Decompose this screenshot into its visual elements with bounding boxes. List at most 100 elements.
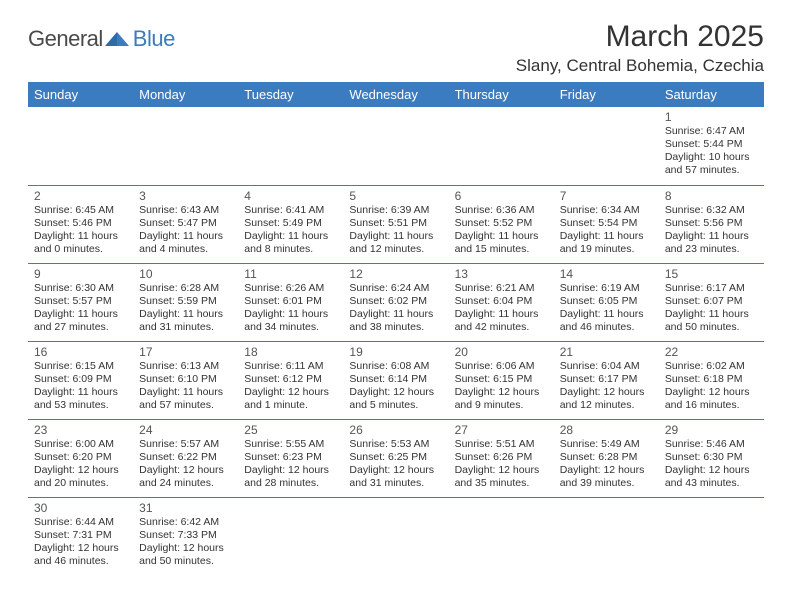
location: Slany, Central Bohemia, Czechia (516, 56, 764, 76)
day-info: Sunrise: 6:42 AMSunset: 7:33 PMDaylight:… (139, 516, 232, 569)
calendar-day-cell: 8Sunrise: 6:32 AMSunset: 5:56 PMDaylight… (659, 185, 764, 263)
calendar-day-cell (238, 107, 343, 185)
sunrise-line: Sunrise: 6:42 AM (139, 516, 232, 529)
daylight-line: Daylight: 12 hours and 46 minutes. (34, 542, 127, 568)
calendar-day-cell: 17Sunrise: 6:13 AMSunset: 6:10 PMDayligh… (133, 341, 238, 419)
sunset-line: Sunset: 5:59 PM (139, 295, 232, 308)
day-number: 14 (560, 267, 653, 281)
weekday-header-row: Sunday Monday Tuesday Wednesday Thursday… (28, 82, 764, 107)
calendar-day-cell: 11Sunrise: 6:26 AMSunset: 6:01 PMDayligh… (238, 263, 343, 341)
sunset-line: Sunset: 5:52 PM (455, 217, 548, 230)
calendar-day-cell (449, 497, 554, 575)
calendar-day-cell: 16Sunrise: 6:15 AMSunset: 6:09 PMDayligh… (28, 341, 133, 419)
sunset-line: Sunset: 5:44 PM (665, 138, 758, 151)
sunset-line: Sunset: 6:10 PM (139, 373, 232, 386)
sunset-line: Sunset: 7:33 PM (139, 529, 232, 542)
day-number: 5 (349, 189, 442, 203)
day-info: Sunrise: 6:36 AMSunset: 5:52 PMDaylight:… (455, 204, 548, 257)
day-info: Sunrise: 6:39 AMSunset: 5:51 PMDaylight:… (349, 204, 442, 257)
sunrise-line: Sunrise: 6:34 AM (560, 204, 653, 217)
sunset-line: Sunset: 6:12 PM (244, 373, 337, 386)
day-info: Sunrise: 5:55 AMSunset: 6:23 PMDaylight:… (244, 438, 337, 491)
daylight-line: Daylight: 12 hours and 39 minutes. (560, 464, 653, 490)
calendar-day-cell: 1Sunrise: 6:47 AMSunset: 5:44 PMDaylight… (659, 107, 764, 185)
sunrise-line: Sunrise: 6:43 AM (139, 204, 232, 217)
logo-shape-icon (103, 28, 131, 53)
calendar-day-cell (133, 107, 238, 185)
day-info: Sunrise: 6:32 AMSunset: 5:56 PMDaylight:… (665, 204, 758, 257)
calendar-day-cell: 3Sunrise: 6:43 AMSunset: 5:47 PMDaylight… (133, 185, 238, 263)
daylight-line: Daylight: 11 hours and 0 minutes. (34, 230, 127, 256)
calendar-day-cell: 15Sunrise: 6:17 AMSunset: 6:07 PMDayligh… (659, 263, 764, 341)
sunset-line: Sunset: 5:47 PM (139, 217, 232, 230)
logo-text-blue: Blue (133, 26, 175, 52)
day-info: Sunrise: 5:46 AMSunset: 6:30 PMDaylight:… (665, 438, 758, 491)
sunrise-line: Sunrise: 6:39 AM (349, 204, 442, 217)
calendar-week-row: 2Sunrise: 6:45 AMSunset: 5:46 PMDaylight… (28, 185, 764, 263)
calendar-day-cell (28, 107, 133, 185)
daylight-line: Daylight: 11 hours and 46 minutes. (560, 308, 653, 334)
daylight-line: Daylight: 11 hours and 50 minutes. (665, 308, 758, 334)
sunrise-line: Sunrise: 6:08 AM (349, 360, 442, 373)
daylight-line: Daylight: 12 hours and 1 minute. (244, 386, 337, 412)
day-info: Sunrise: 6:13 AMSunset: 6:10 PMDaylight:… (139, 360, 232, 413)
day-number: 10 (139, 267, 232, 281)
calendar-body: 1Sunrise: 6:47 AMSunset: 5:44 PMDaylight… (28, 107, 764, 575)
sunrise-line: Sunrise: 6:41 AM (244, 204, 337, 217)
day-number: 2 (34, 189, 127, 203)
calendar-week-row: 16Sunrise: 6:15 AMSunset: 6:09 PMDayligh… (28, 341, 764, 419)
daylight-line: Daylight: 12 hours and 5 minutes. (349, 386, 442, 412)
sunrise-line: Sunrise: 6:30 AM (34, 282, 127, 295)
calendar-day-cell: 22Sunrise: 6:02 AMSunset: 6:18 PMDayligh… (659, 341, 764, 419)
calendar-day-cell: 30Sunrise: 6:44 AMSunset: 7:31 PMDayligh… (28, 497, 133, 575)
day-number: 21 (560, 345, 653, 359)
day-info: Sunrise: 6:30 AMSunset: 5:57 PMDaylight:… (34, 282, 127, 335)
calendar-day-cell (659, 497, 764, 575)
sunrise-line: Sunrise: 6:02 AM (665, 360, 758, 373)
sunrise-line: Sunrise: 6:36 AM (455, 204, 548, 217)
calendar-day-cell: 23Sunrise: 6:00 AMSunset: 6:20 PMDayligh… (28, 419, 133, 497)
title-block: March 2025 Slany, Central Bohemia, Czech… (516, 20, 764, 76)
daylight-line: Daylight: 12 hours and 50 minutes. (139, 542, 232, 568)
header: General Blue March 2025 Slany, Central B… (28, 20, 764, 76)
daylight-line: Daylight: 11 hours and 19 minutes. (560, 230, 653, 256)
sunset-line: Sunset: 6:15 PM (455, 373, 548, 386)
day-info: Sunrise: 6:41 AMSunset: 5:49 PMDaylight:… (244, 204, 337, 257)
daylight-line: Daylight: 11 hours and 34 minutes. (244, 308, 337, 334)
daylight-line: Daylight: 12 hours and 43 minutes. (665, 464, 758, 490)
day-info: Sunrise: 6:24 AMSunset: 6:02 PMDaylight:… (349, 282, 442, 335)
day-number: 20 (455, 345, 548, 359)
calendar-day-cell: 29Sunrise: 5:46 AMSunset: 6:30 PMDayligh… (659, 419, 764, 497)
day-number: 26 (349, 423, 442, 437)
sunset-line: Sunset: 6:04 PM (455, 295, 548, 308)
day-number: 6 (455, 189, 548, 203)
day-number: 30 (34, 501, 127, 515)
daylight-line: Daylight: 11 hours and 15 minutes. (455, 230, 548, 256)
sunset-line: Sunset: 6:20 PM (34, 451, 127, 464)
sunrise-line: Sunrise: 5:57 AM (139, 438, 232, 451)
sunset-line: Sunset: 5:49 PM (244, 217, 337, 230)
daylight-line: Daylight: 11 hours and 12 minutes. (349, 230, 442, 256)
sunrise-line: Sunrise: 6:17 AM (665, 282, 758, 295)
sunrise-line: Sunrise: 6:06 AM (455, 360, 548, 373)
sunset-line: Sunset: 7:31 PM (34, 529, 127, 542)
weekday-header: Thursday (449, 82, 554, 107)
day-number: 31 (139, 501, 232, 515)
calendar-day-cell: 20Sunrise: 6:06 AMSunset: 6:15 PMDayligh… (449, 341, 554, 419)
day-info: Sunrise: 5:51 AMSunset: 6:26 PMDaylight:… (455, 438, 548, 491)
sunrise-line: Sunrise: 5:53 AM (349, 438, 442, 451)
sunrise-line: Sunrise: 6:04 AM (560, 360, 653, 373)
logo-text-general: General (28, 26, 103, 52)
calendar-day-cell (554, 497, 659, 575)
day-number: 7 (560, 189, 653, 203)
day-info: Sunrise: 6:08 AMSunset: 6:14 PMDaylight:… (349, 360, 442, 413)
calendar-day-cell: 14Sunrise: 6:19 AMSunset: 6:05 PMDayligh… (554, 263, 659, 341)
sunset-line: Sunset: 5:54 PM (560, 217, 653, 230)
day-number: 1 (665, 110, 758, 124)
sunrise-line: Sunrise: 6:28 AM (139, 282, 232, 295)
day-number: 27 (455, 423, 548, 437)
sunset-line: Sunset: 6:17 PM (560, 373, 653, 386)
calendar-day-cell: 18Sunrise: 6:11 AMSunset: 6:12 PMDayligh… (238, 341, 343, 419)
daylight-line: Daylight: 12 hours and 9 minutes. (455, 386, 548, 412)
day-number: 12 (349, 267, 442, 281)
